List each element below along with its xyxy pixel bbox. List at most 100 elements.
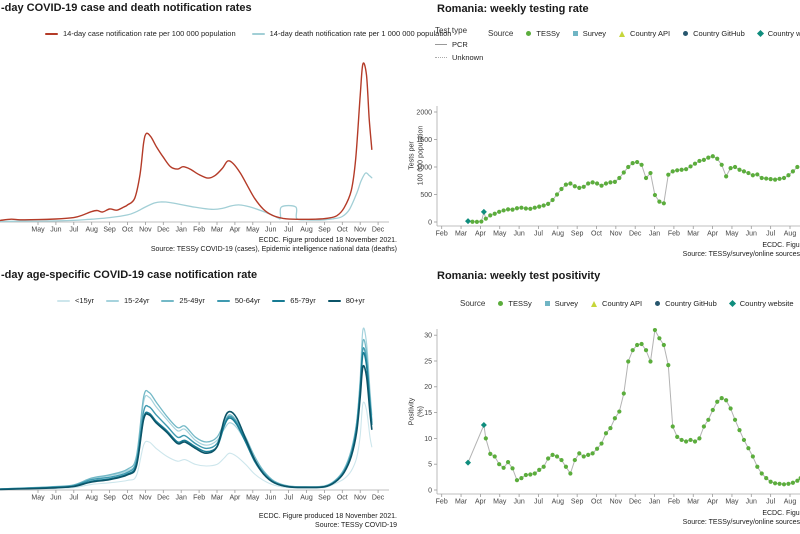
data-point	[773, 481, 778, 486]
x-tick-label: Dec	[629, 231, 642, 238]
data-point	[701, 157, 706, 162]
data-point	[697, 158, 702, 164]
y-tick-label: 1500	[416, 137, 432, 144]
data-point	[643, 348, 649, 353]
data-point	[577, 451, 582, 456]
data-point	[514, 478, 520, 483]
x-tick-label: Jul	[766, 499, 775, 506]
data-point	[635, 342, 640, 348]
data-point	[586, 181, 591, 186]
data-point	[755, 172, 760, 177]
data-point	[719, 162, 724, 167]
x-tick-label: Feb	[436, 499, 448, 506]
data-point	[599, 441, 604, 446]
data-point	[790, 169, 796, 174]
legend-source-positivity: Source TESSy Survey Country API Country Git…	[460, 299, 800, 308]
x-tick-label: Mar	[211, 495, 224, 502]
data-point	[746, 170, 751, 176]
data-point	[768, 177, 773, 182]
x-tick-label: Feb	[668, 499, 680, 506]
x-tick-label: Aug	[85, 227, 98, 234]
legend-item: Country website	[756, 29, 800, 38]
chart-title-positivity: Romania: weekly test positivity	[437, 270, 601, 282]
data-point	[773, 177, 778, 182]
data-point	[630, 348, 635, 353]
data-point	[683, 439, 689, 444]
data-point-diamond	[465, 218, 472, 225]
data-point	[523, 472, 528, 478]
data-point	[514, 206, 520, 211]
y-tick-label: 0	[428, 487, 432, 494]
x-tick-label: Jan	[176, 227, 187, 234]
data-point	[505, 207, 511, 212]
data-point	[746, 446, 751, 451]
data-point	[479, 219, 484, 224]
y-tick-label: 15	[424, 410, 432, 417]
x-tick-label: Aug	[552, 231, 565, 238]
line-swatch-icon	[272, 299, 286, 302]
data-point	[795, 164, 800, 170]
data-point	[577, 185, 582, 190]
legend-label: 25-49yr	[179, 296, 205, 305]
legend-label: Country API	[630, 29, 671, 38]
x-tick-label: Jun	[50, 227, 61, 234]
x-tick-label: Jul	[69, 495, 78, 502]
x-tick-label: Dec	[157, 227, 170, 234]
x-tick-label: Aug	[300, 227, 313, 234]
caption-line: ECDC. Figur	[762, 242, 800, 249]
data-point	[559, 186, 564, 192]
legend-item: Country GitHub	[655, 299, 717, 308]
data-point	[657, 199, 662, 204]
data-point	[710, 407, 715, 413]
legend-label: 14-day death notification rate per 1 000…	[269, 29, 452, 38]
legend-item: Country GitHub	[683, 29, 745, 38]
x-tick-label: Sep	[318, 495, 331, 502]
legend-label: <15yr	[75, 296, 94, 305]
data-point	[505, 460, 511, 465]
line-swatch-icon	[251, 32, 265, 35]
legend-item: Survey	[544, 299, 578, 308]
legend-source-testing: Source TESSy Survey Country API Country Git…	[488, 29, 800, 38]
data-point	[759, 175, 764, 181]
x-tick-label: Jun	[265, 495, 276, 502]
data-point	[537, 204, 542, 209]
x-tick-label: Nov	[139, 227, 152, 234]
data-point	[581, 184, 586, 189]
caption-line: Source: TESSy/survey/online sources.	[682, 518, 800, 526]
y-tick-label: 5	[428, 462, 432, 469]
data-point	[568, 181, 573, 186]
x-tick-label: May	[493, 231, 507, 238]
x-tick-label: Sep	[103, 495, 116, 502]
x-tick-label: Nov	[354, 227, 367, 234]
data-point	[586, 452, 591, 458]
data-point	[675, 168, 680, 173]
x-tick-label: Sep	[318, 227, 331, 234]
data-point	[519, 476, 524, 481]
data-point	[474, 219, 480, 224]
data-point	[546, 201, 551, 206]
x-tick-label: Aug	[85, 495, 98, 502]
dotted-line-swatch-icon	[435, 57, 447, 58]
x-tick-label: Aug	[784, 231, 797, 238]
data-point	[554, 454, 560, 459]
circle-swatch-icon	[498, 301, 504, 306]
data-point	[683, 167, 689, 172]
data-point	[781, 482, 787, 487]
data-point	[790, 480, 796, 485]
data-line	[0, 338, 373, 490]
data-point	[617, 409, 622, 414]
legend-test-type: Test type PCR Unknown	[435, 26, 483, 62]
data-point	[510, 466, 515, 471]
line-swatch-icon	[57, 299, 70, 302]
x-tick-label: Jul	[766, 231, 775, 238]
legend-item: 25-49yr	[161, 296, 205, 305]
x-tick-label: Nov	[610, 499, 623, 506]
x-tick-label: Jan	[176, 495, 187, 502]
x-tick-label: Jan	[649, 231, 660, 238]
data-point	[608, 180, 613, 185]
x-tick-label: Jun	[513, 499, 524, 506]
data-point	[715, 399, 720, 404]
circle-swatch-icon	[683, 31, 689, 36]
data-point	[617, 175, 622, 181]
